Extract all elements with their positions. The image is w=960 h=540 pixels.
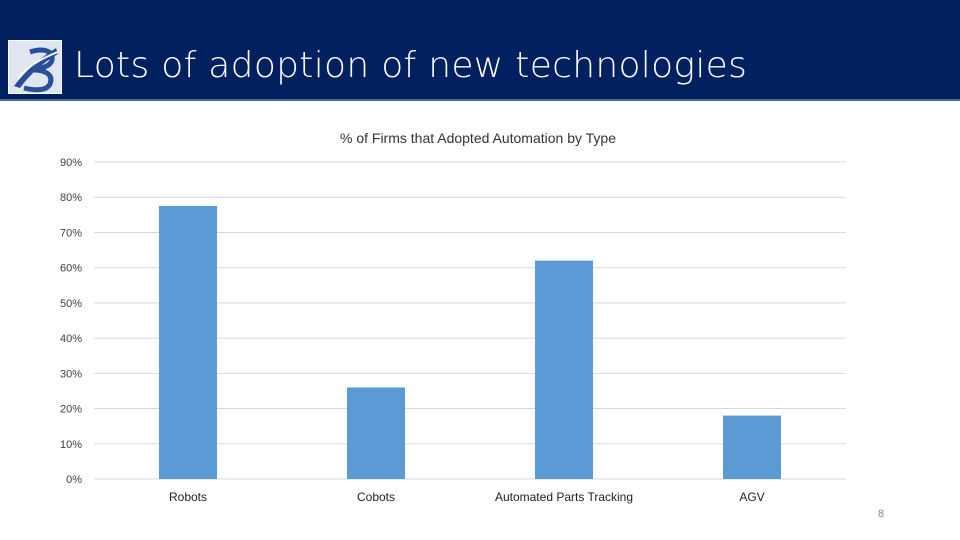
bar-agv [723,415,781,479]
chart-title: % of Firms that Adopted Automation by Ty… [340,130,616,146]
x-tick-label: AGV [739,490,764,504]
slide-title: Lots of adoption of new technologies [74,45,748,86]
slide-header: Lots of adoption of new technologies [0,0,960,101]
y-tick-label: 50% [60,298,82,310]
page-number: 8 [878,508,885,520]
b-swoosh-logo-icon [8,40,62,94]
bar-automated-parts-tracking [535,260,593,479]
y-tick-label: 40% [60,333,82,345]
y-tick-label: 90% [60,157,82,169]
y-tick-label: 80% [60,192,82,204]
bar-cobots [347,387,405,479]
y-tick-label: 20% [60,404,82,416]
bar-robots [159,206,217,479]
x-tick-label: Automated Parts Tracking [495,490,633,504]
y-tick-label: 60% [60,263,82,275]
x-tick-label: Robots [169,490,207,504]
y-tick-label: 10% [60,439,82,451]
x-tick-label: Cobots [357,490,395,504]
y-tick-label: 70% [60,227,82,239]
y-tick-label: 0% [66,474,82,486]
y-tick-label: 30% [60,368,82,380]
